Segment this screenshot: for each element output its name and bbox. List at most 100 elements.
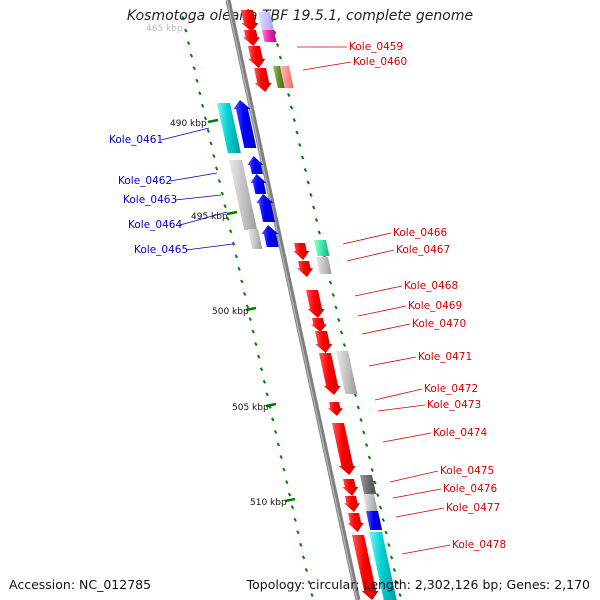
inner-tick [231,241,236,246]
inner-tick [206,128,210,133]
scale-label: 485 kbp [146,24,183,34]
outer-tick [287,93,291,97]
label-leader-line [401,544,451,555]
outer-tick [392,568,397,572]
genome-title: Kosmotoga olearia TBF 19.5.1, complete g… [126,8,474,24]
major-tick [265,402,277,408]
outer-tick [378,505,383,510]
cds-block [366,511,383,530]
inner-tick [217,179,222,184]
scale-label: 495 kbp [191,212,228,222]
gene-features [233,10,379,600]
inner-tick [271,417,275,422]
inner-tick [304,567,309,572]
major-tick [207,118,219,124]
inner-tick [251,329,255,334]
inner-tick [285,480,289,485]
inner-tick [234,254,238,259]
gene-label: Kole_0477 [446,502,500,514]
inner-tick [257,354,261,359]
forward-gene-arrow [344,496,361,512]
cds-block [360,475,377,494]
inner-tick [240,279,244,284]
forward-gene-arrow [297,261,314,277]
gene-label: Kole_0469 [408,300,462,312]
backbone-highlight [226,0,358,600]
outer-tick [342,343,347,347]
outer-tick [359,418,363,422]
backbone-line [225,0,361,600]
inner-tick [307,580,311,585]
gene-label: Kole_0467 [396,244,450,256]
outer-tick [303,168,308,172]
outer-tick [278,55,283,60]
inner-tick [254,342,258,347]
inner-tick [209,141,213,146]
gene-labels: Kole_0461 Kole_0462 Kole_0463 Kole_0464 Kole… [109,41,506,551]
label-leader-line [346,249,395,262]
gene-label: Kole_0478 [452,539,506,551]
reverse-gene-arrow [247,156,264,174]
forward-gene-arrow [254,68,272,92]
label-leader-line [377,404,426,412]
cds-block [336,351,358,394]
inner-tick [293,517,297,522]
outer-tick [306,180,310,185]
label-leader-line [174,194,222,201]
inner-tick [198,91,202,96]
cds-block [314,240,330,256]
inner-tick [259,367,264,372]
label-leader-line [354,285,403,297]
inner-tick [279,455,283,459]
inner-tick [228,229,233,234]
outer-tick [398,593,402,597]
outer-tick [289,105,294,110]
inner-tick [245,304,250,309]
scale-label: 490 kbp [170,119,207,129]
label-leader-line [389,470,439,483]
cds-block [280,66,294,88]
cds-features [217,12,397,600]
outer-tick [387,543,391,547]
gene-label: Kole_0463 [123,194,177,206]
inner-tick [192,66,196,71]
inner-tick [299,542,303,547]
cds-block [316,257,332,274]
cds-block [363,494,378,512]
label-leader-line [357,305,407,317]
reverse-gene-arrow [233,100,257,148]
outer-tick [356,405,360,410]
inner-tick [248,317,252,322]
label-leader-line [368,356,417,367]
inner-tick [287,492,292,497]
outer-tick [367,455,372,460]
inner-tick [226,216,230,221]
scale-label: 510 kbp [250,498,287,508]
outer-tick [370,468,374,472]
forward-gene-arrow [315,331,333,353]
outer-tick [309,193,313,197]
reverse-gene-arrow [261,225,279,247]
outer-tick [328,280,333,285]
major-tick [284,497,296,503]
forward-gene-arrow [342,479,359,496]
inner-tick [203,116,208,121]
gene-label: Kole_0471 [418,351,472,363]
cds-block [258,12,275,32]
forward-gene-arrow [306,290,325,318]
inner-tick [214,166,219,171]
forward-gene-arrow [310,318,327,332]
outer-tick [389,555,394,560]
outer-tick [292,118,296,122]
label-leader-line [160,127,210,141]
gene-label: Kole_0468 [404,280,458,292]
accession-text: Accession: NC_012785 [9,577,152,592]
outer-tick [362,430,366,435]
inner-tick [237,266,241,271]
label-leader-line [395,507,445,518]
inner-tick [276,442,281,447]
label-leader-line [382,432,432,443]
label-leader-line [374,388,423,401]
cds-block [262,30,277,42]
